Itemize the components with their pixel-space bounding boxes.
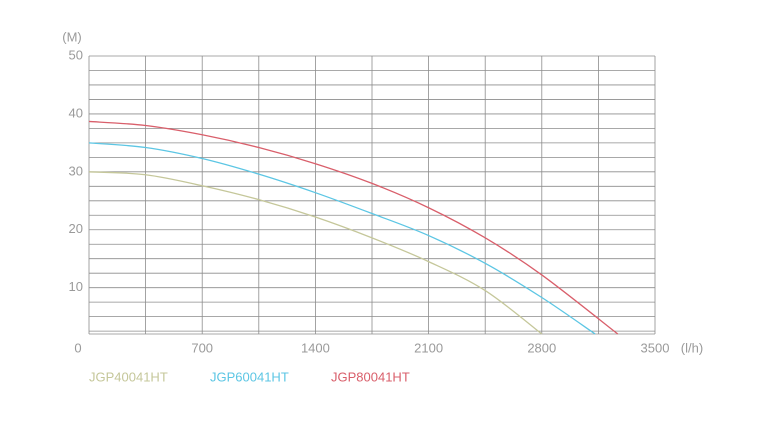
x-tick-label: 2800 xyxy=(527,340,556,355)
x-tick-label: 3500 xyxy=(641,340,670,355)
y-unit: (M) xyxy=(62,29,82,44)
series-line xyxy=(88,142,596,335)
y-tick-label: 50 xyxy=(69,47,83,62)
x-tick-label: 0 xyxy=(74,340,81,355)
legend-entry: JGP60041HT xyxy=(210,369,289,384)
y-tick-label: 20 xyxy=(69,221,83,236)
x-unit: (l/h) xyxy=(681,340,703,355)
legend-entry: JGP40041HT xyxy=(89,369,168,384)
x-tick-label: 2100 xyxy=(414,340,443,355)
series-line xyxy=(88,120,619,335)
y-tick-label: 40 xyxy=(69,105,83,120)
legend-entry: JGP80041HT xyxy=(331,369,410,384)
y-tick-label: 30 xyxy=(69,163,83,178)
series-line xyxy=(88,171,543,335)
x-tick-label: 700 xyxy=(191,340,213,355)
y-tick-label: 10 xyxy=(69,279,83,294)
x-tick-label: 1400 xyxy=(301,340,330,355)
